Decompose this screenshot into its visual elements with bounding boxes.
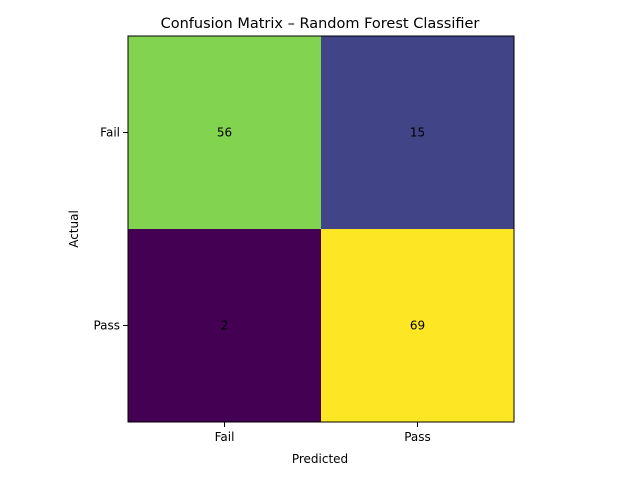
cell-value-label-1-1: 69 [410, 319, 425, 333]
x-axis-label: Predicted [292, 452, 348, 466]
heatmap-cell-0-0 [128, 36, 321, 229]
y-axis-label: Actual [67, 210, 81, 248]
heatmap-cell-1-0 [128, 229, 321, 422]
cell-value-label-1-0: 2 [221, 319, 229, 333]
heatmap-cell-0-1 [321, 36, 514, 229]
x-tick-label-1: Pass [404, 430, 431, 444]
plot-area: 56 15 2 69 Fail Pass Fail Pass [93, 35, 515, 444]
x-tick-label-0: Fail [215, 430, 235, 444]
heatmap-cell-1-1 [321, 229, 514, 422]
cell-value-label-0-1: 15 [410, 126, 425, 140]
cell-value-label-0-0: 56 [217, 126, 232, 140]
y-tick-label-0: Fail [100, 126, 120, 140]
chart-title: Confusion Matrix – Random Forest Classif… [161, 16, 480, 32]
y-tick-label-1: Pass [93, 319, 120, 333]
plot-frame [127, 35, 515, 423]
